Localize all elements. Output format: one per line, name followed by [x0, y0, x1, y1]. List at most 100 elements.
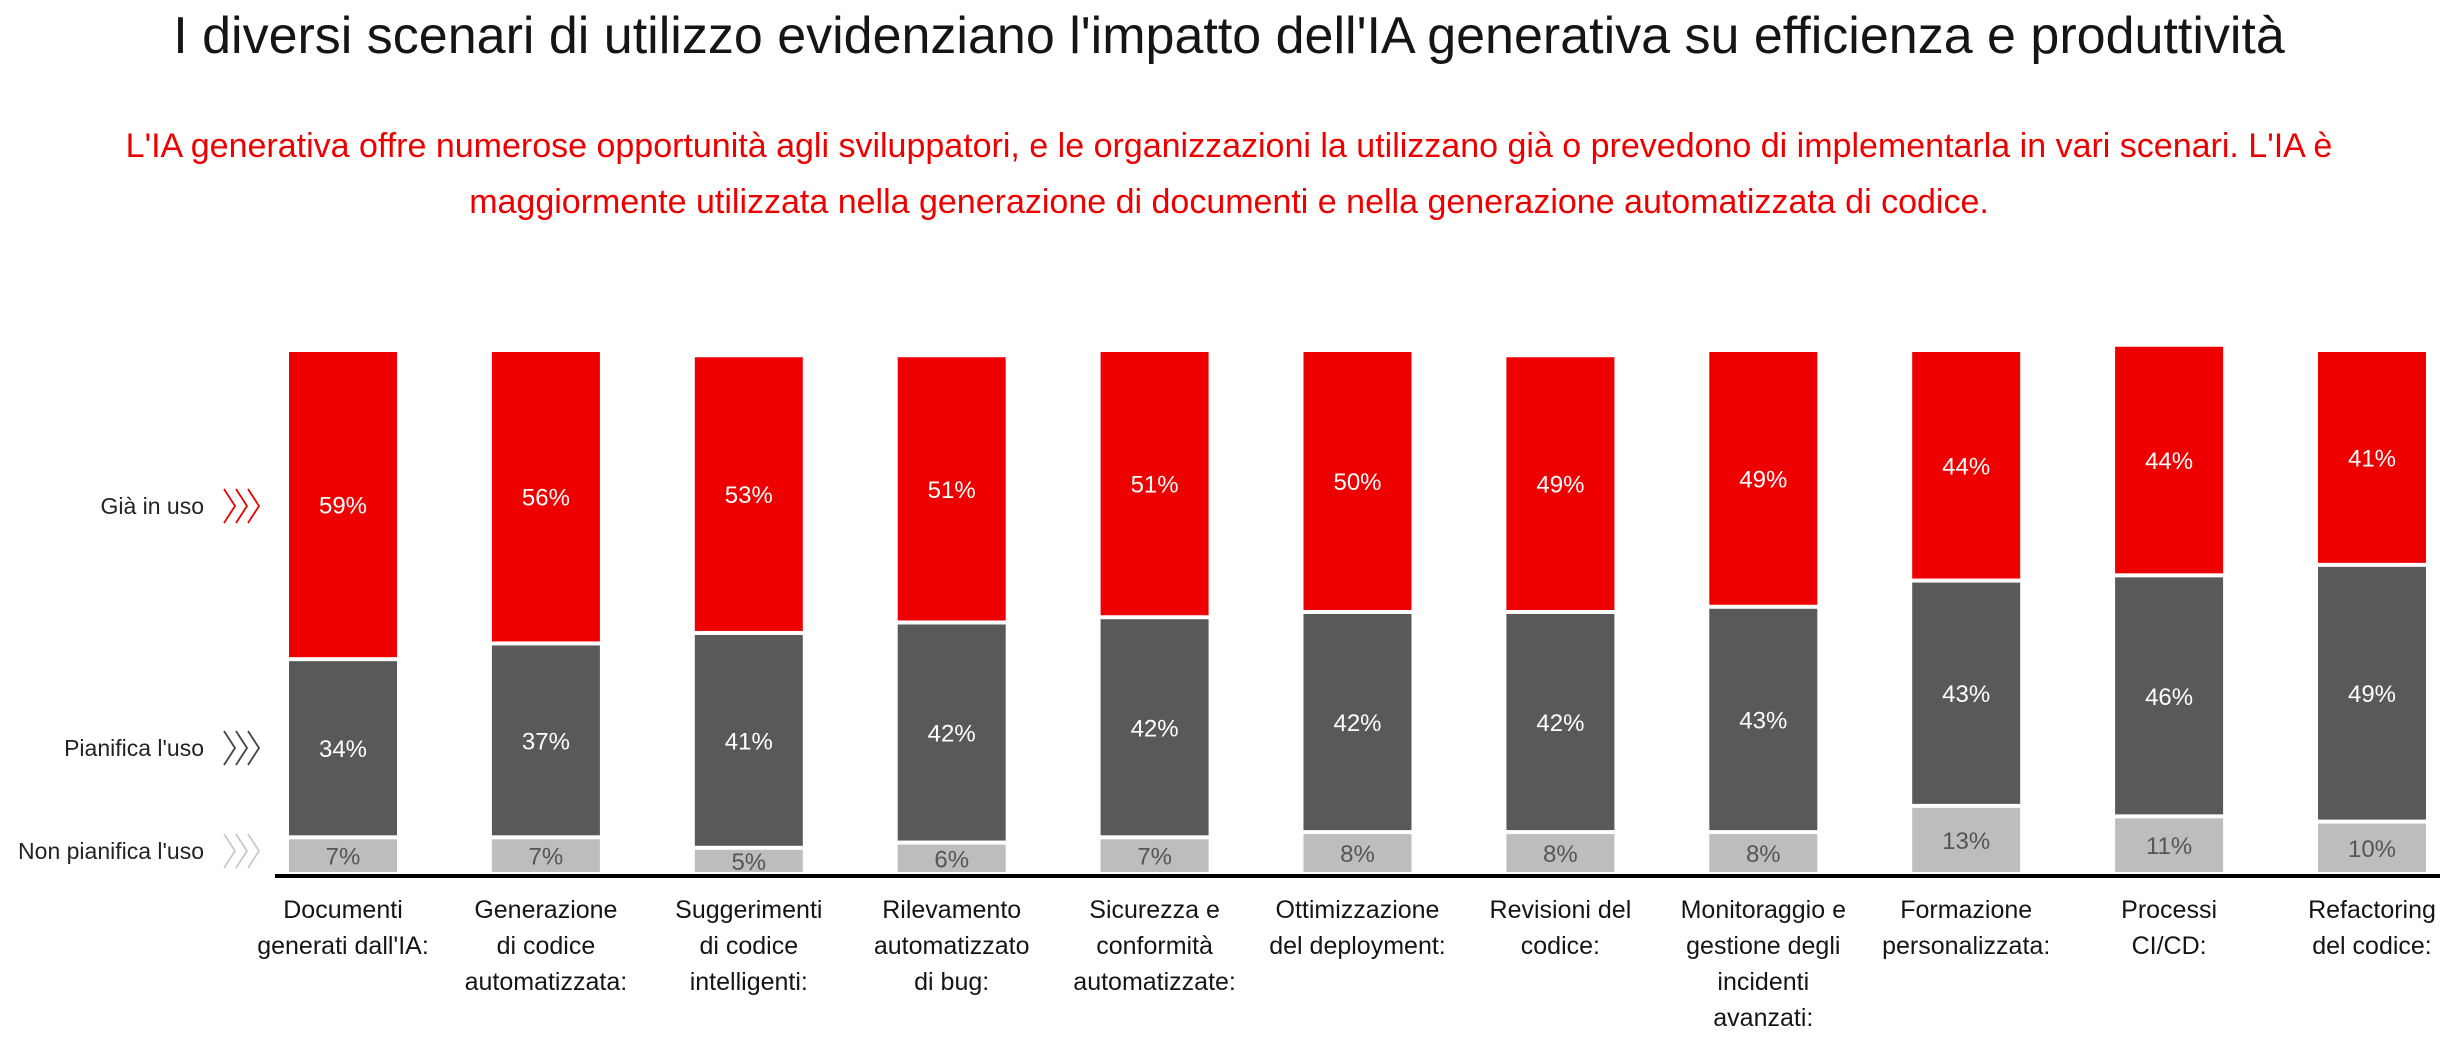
- category-label: di bug:: [914, 968, 989, 996]
- bar-segment: [897, 844, 1006, 872]
- data-label: 7%: [326, 844, 361, 871]
- data-label: 51%: [928, 477, 976, 504]
- data-label: 6%: [934, 846, 969, 873]
- bar-segment: [2318, 823, 2426, 872]
- category-label: di codice: [699, 932, 798, 960]
- category-label: generati dall'IA:: [257, 932, 429, 960]
- data-label: 8%: [1746, 841, 1781, 868]
- data-label: 41%: [725, 728, 773, 755]
- bar-segment: [1709, 834, 1818, 872]
- bar-segment: [694, 634, 803, 846]
- legend-label: Pianifica l'uso: [64, 735, 204, 761]
- data-label: 7%: [1137, 844, 1172, 871]
- bar-segment: [491, 839, 600, 872]
- data-label: 42%: [1536, 710, 1584, 737]
- data-label: 11%: [2146, 833, 2192, 860]
- bar-segment: [491, 645, 600, 836]
- chevron-icon: [235, 488, 249, 524]
- chevron-icon: [223, 730, 237, 766]
- data-label: 46%: [2145, 684, 2193, 711]
- page-title: I diversi scenari di utilizzo evidenzian…: [173, 7, 2285, 65]
- data-label: 44%: [2145, 448, 2193, 475]
- category-label: incidenti: [1717, 968, 1809, 996]
- bar-segment: [1100, 839, 1209, 872]
- data-label: 41%: [2348, 445, 2396, 472]
- data-label: 43%: [1739, 707, 1787, 734]
- data-label: 49%: [1536, 472, 1584, 499]
- data-label: 44%: [1942, 453, 1990, 480]
- category-label: automatizzate:: [1073, 968, 1236, 996]
- bar-segment: [1100, 619, 1209, 836]
- category-label: del codice:: [2312, 932, 2432, 960]
- data-label: 59%: [319, 493, 367, 520]
- bar-segment: [1303, 834, 1412, 872]
- bar-segment: [897, 357, 1006, 621]
- category-label: CI/CD:: [2132, 932, 2207, 960]
- category-label: codice:: [1521, 932, 1600, 960]
- category-label: Documenti: [283, 896, 403, 924]
- legend-label: Non pianifica l'uso: [18, 838, 204, 864]
- category-label: del deployment:: [1269, 932, 1446, 960]
- category-label: Ottimizzazione: [1276, 896, 1440, 924]
- data-label: 37%: [522, 728, 570, 755]
- bar-segment: [1506, 834, 1615, 872]
- bar-segment: [289, 661, 397, 836]
- bar-segment: [2318, 566, 2426, 820]
- category-label: avanzati:: [1713, 1004, 1813, 1032]
- data-label: 5%: [731, 849, 766, 876]
- category-label: di codice: [497, 932, 596, 960]
- data-label: 8%: [1543, 841, 1578, 868]
- bar-segment: [1709, 352, 1818, 605]
- chevron-icon: [235, 730, 249, 766]
- bar-segment: [1506, 357, 1615, 610]
- bar-segment: [1506, 614, 1615, 831]
- bar-segment: [1303, 614, 1412, 831]
- category-label: personalizzata:: [1882, 932, 2050, 960]
- category-label: Rilevamento: [882, 896, 1021, 924]
- bar-segment: [289, 352, 397, 658]
- category-label: Processi: [2121, 896, 2217, 924]
- legend-label: Già in uso: [100, 493, 204, 519]
- bar-segment: [289, 839, 397, 872]
- data-label: 43%: [1942, 681, 1990, 708]
- data-label: 56%: [522, 485, 570, 512]
- bar-segment: [897, 624, 1006, 841]
- bar-segment: [1912, 807, 2021, 872]
- category-label: Refactoring: [2308, 896, 2436, 924]
- chevron-icon: [247, 833, 261, 869]
- bar-segment: [1303, 352, 1412, 610]
- chevron-icon: [223, 488, 237, 524]
- bar-segment: [1912, 352, 2021, 579]
- category-label: Revisioni del: [1490, 896, 1632, 924]
- category-label: Formazione: [1900, 896, 2032, 924]
- data-label: 53%: [725, 482, 773, 509]
- chevron-icon: [247, 730, 261, 766]
- category-label: automatizzato: [874, 932, 1030, 960]
- category-label: conformità: [1096, 932, 1213, 960]
- data-label: 49%: [1739, 466, 1787, 493]
- bar-segment: [2115, 818, 2224, 872]
- category-label: automatizzata:: [465, 968, 628, 996]
- bar-segment: [694, 357, 803, 631]
- chevron-icon: [223, 833, 237, 869]
- data-label: 7%: [529, 844, 564, 871]
- bar-segment: [2318, 352, 2426, 563]
- bar-segment: [2115, 346, 2224, 574]
- data-label: 50%: [1333, 469, 1381, 496]
- category-label: Suggerimenti: [675, 896, 822, 924]
- data-label: 42%: [1131, 715, 1179, 742]
- category-label: gestione degli: [1686, 932, 1840, 960]
- bar-segment: [1709, 608, 1818, 831]
- bar-segment: [1912, 582, 2021, 804]
- data-label: 13%: [1942, 828, 1990, 855]
- data-label: 51%: [1131, 472, 1179, 499]
- bar-segment: [1100, 352, 1209, 616]
- bar-segment: [491, 352, 600, 642]
- category-label: Monitoraggio e: [1681, 896, 1846, 924]
- bar-segment: [2115, 577, 2224, 815]
- data-label: 8%: [1340, 841, 1375, 868]
- data-label: 10%: [2348, 836, 2396, 863]
- category-label: intelligenti:: [690, 968, 808, 996]
- data-label: 49%: [2348, 681, 2396, 708]
